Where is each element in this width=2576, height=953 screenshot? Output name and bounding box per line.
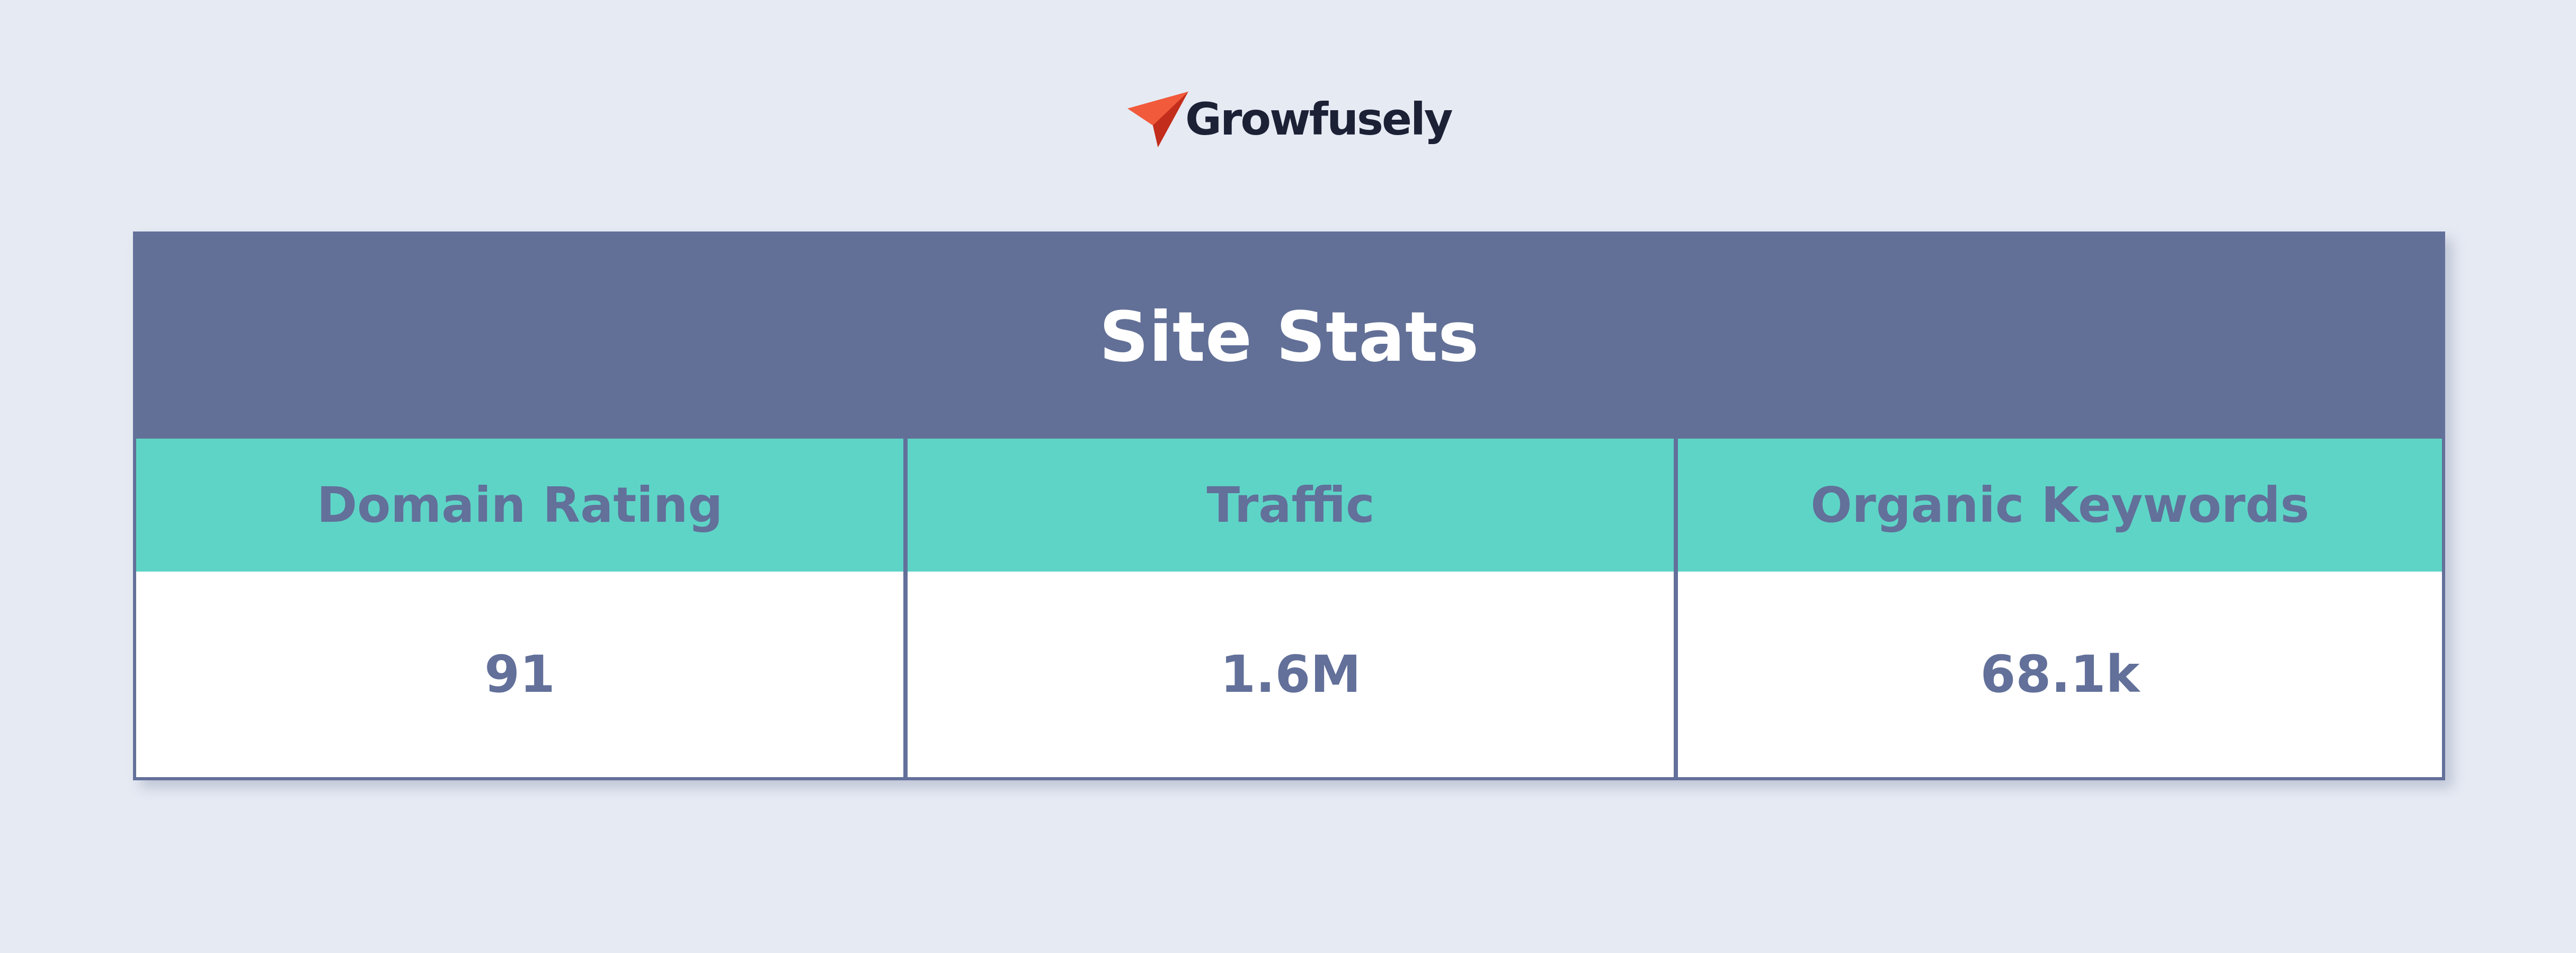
column-header: Domain Rating [136,439,903,572]
logo-icon [1127,91,1188,147]
column-header: Organic Keywords [1674,439,2442,572]
table-title: Site Stats [136,235,2442,439]
logo: Growfusely [1127,87,1453,151]
table-cell: 68.1k [1674,572,2442,777]
column-header: Traffic [903,439,1674,572]
stats-table: Site Stats Domain Rating Traffic Organic… [133,231,2445,780]
table-cell: 1.6M [903,572,1674,777]
logo-text: Growfusely [1185,93,1453,145]
table-cell: 91 [136,572,903,777]
